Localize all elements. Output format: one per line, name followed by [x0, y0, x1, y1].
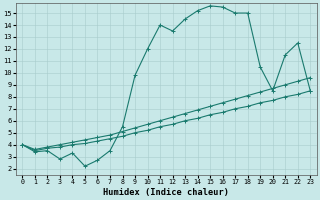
- X-axis label: Humidex (Indice chaleur): Humidex (Indice chaleur): [103, 188, 229, 197]
